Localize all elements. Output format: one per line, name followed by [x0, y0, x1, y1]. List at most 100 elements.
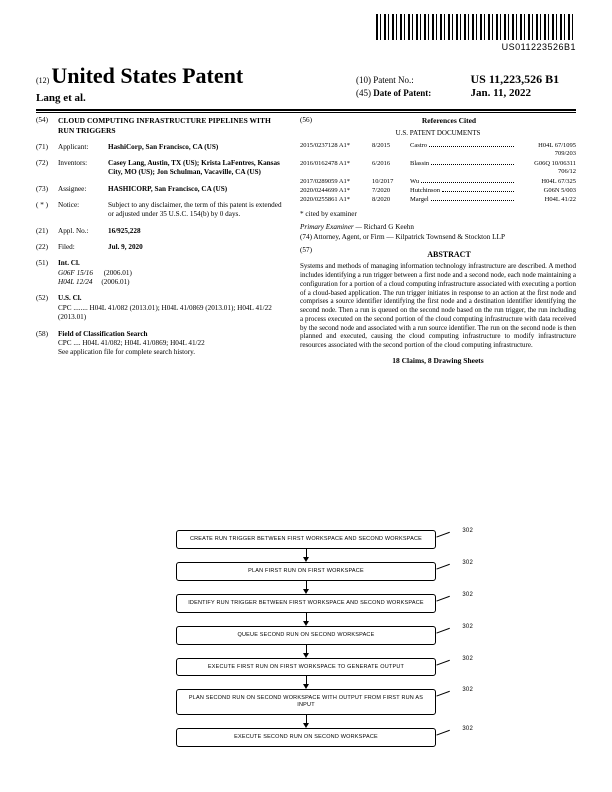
- ref-row: 2016/0162478 A1*6/2016BlassinG06Q 10/063…: [300, 160, 576, 177]
- flow-ref-num: 302: [462, 560, 473, 568]
- arrow-down-icon: [303, 653, 309, 658]
- date-label: Date of Patent:: [373, 88, 468, 99]
- flow-ref-num: 302: [462, 528, 473, 536]
- right-column: (56) References Cited U.S. PATENT DOCUME…: [300, 116, 576, 366]
- rule-thin: [36, 112, 576, 113]
- rule-thick: [36, 109, 576, 111]
- f21-num: (21): [36, 227, 58, 236]
- ref-date: 8/2015: [372, 142, 410, 159]
- fnotice-num: ( * ): [36, 201, 58, 220]
- flow-step: PLAN SECOND RUN ON SECOND WORKSPACE WITH…: [176, 689, 436, 715]
- flow-step: CREATE RUN TRIGGER BETWEEN FIRST WORKSPA…: [176, 530, 436, 549]
- notice-text: Subject to any disclaimer, the term of t…: [108, 201, 282, 220]
- ref-class: H04L 67/325: [516, 178, 576, 186]
- f72-num: (72): [36, 159, 58, 178]
- flow-connector: [306, 613, 307, 621]
- fnotice-label: Notice:: [58, 201, 108, 220]
- biblio-columns: (54) CLOUD COMPUTING INFRASTRUCTURE PIPE…: [36, 116, 576, 366]
- ref-class: H04L 67/1095 709/203: [516, 142, 576, 159]
- refs-head: References Cited: [322, 116, 576, 126]
- refs-list: 2015/0237128 A1*8/2015CastroH04L 67/1095…: [300, 142, 576, 205]
- intcl-a: G06F 15/16: [58, 269, 93, 277]
- flow-step: QUEUE SECOND RUN ON SECOND WORKSPACE302: [176, 626, 436, 645]
- intcl-b: H04L 12/24: [58, 278, 92, 286]
- f58-label: Field of Classification Search: [58, 330, 148, 338]
- f73-num: (73): [36, 185, 58, 194]
- flow-ref-num: 302: [462, 592, 473, 600]
- left-column: (54) CLOUD COMPUTING INFRASTRUCTURE PIPE…: [36, 116, 282, 366]
- patent-header: (12) United States Patent Lang et al. (1…: [36, 62, 576, 113]
- flow-ref-num: 302: [462, 726, 473, 734]
- ref-name: Hutchinson: [410, 187, 516, 195]
- us-docs-head: U.S. PATENT DOCUMENTS: [300, 129, 576, 138]
- flow-tick: [436, 730, 451, 740]
- f73-label: Assignee:: [58, 185, 108, 194]
- flow-step: EXECUTE FIRST RUN ON FIRST WORKSPACE TO …: [176, 658, 436, 677]
- flow-connector: [306, 581, 307, 589]
- ref-row: 2015/0237128 A1*8/2015CastroH04L 67/1095…: [300, 142, 576, 159]
- f52-label: U.S. Cl.: [58, 294, 82, 302]
- patent-no-code: (10): [356, 75, 371, 85]
- f56-num: (56): [300, 116, 322, 129]
- ref-row: 2017/0289059 A1*10/2017WuH04L 67/325: [300, 178, 576, 186]
- flow-connector: [306, 549, 307, 557]
- invention-title: CLOUD COMPUTING INFRASTRUCTURE PIPELINES…: [58, 116, 282, 136]
- flow-tick: [436, 596, 451, 606]
- main-title: United States Patent: [51, 63, 243, 88]
- flow-connector: [306, 715, 307, 723]
- flow-tick: [436, 532, 451, 542]
- f54-num: (54): [36, 116, 58, 136]
- f72-label: Inventors:: [58, 159, 108, 178]
- flow-ref-num: 302: [462, 656, 473, 664]
- attorney-label: (74) Attorney, Agent, or Firm —: [300, 233, 394, 241]
- ref-row: 2020/0244699 A1*7/2020HutchinsonG06N 5/0…: [300, 187, 576, 195]
- f71-num: (71): [36, 143, 58, 152]
- intcl-b-yr: (2006.01): [101, 278, 129, 286]
- flow-tick: [436, 691, 451, 701]
- f58-val: CPC .... H04L 41/082; H04L 41/0869; H04L…: [58, 339, 205, 347]
- ref-class: H04L 41/22: [516, 196, 576, 204]
- ref-date: 10/2017: [372, 178, 410, 186]
- ref-name: Castro: [410, 142, 516, 159]
- inventors-full: Casey Lang, Austin, TX (US); Krista LaFe…: [108, 159, 282, 178]
- arrow-down-icon: [303, 621, 309, 626]
- filed-date: Jul. 9, 2020: [108, 243, 282, 252]
- ref-pub: 2017/0289059 A1*: [300, 178, 372, 186]
- f71-label: Applicant:: [58, 143, 108, 152]
- ref-class: G06N 5/003: [516, 187, 576, 195]
- date-value: Jan. 11, 2022: [471, 87, 532, 99]
- f22-num: (22): [36, 243, 58, 252]
- date-code: (45): [356, 88, 371, 98]
- f58-num: (58): [36, 330, 58, 358]
- flow-ref-num: 302: [462, 624, 473, 632]
- barcode-region: US011223526B1: [376, 14, 576, 53]
- ref-pub: 2020/0244699 A1*: [300, 187, 372, 195]
- flow-ref-num: 302: [462, 687, 473, 695]
- ref-name: Wu: [410, 178, 516, 186]
- ref-date: 7/2020: [372, 187, 410, 195]
- flowchart: CREATE RUN TRIGGER BETWEEN FIRST WORKSPA…: [130, 530, 482, 747]
- ref-pub: 2016/0162478 A1*: [300, 160, 372, 177]
- inventors-line: Lang et al.: [36, 92, 356, 106]
- assignee: HASHICORP, San Francisco, CA (US): [108, 185, 282, 194]
- f21-label: Appl. No.:: [58, 227, 108, 236]
- abstract-head: ABSTRACT: [322, 250, 576, 260]
- attorney-name: Kilpatrick Townsend & Stockton LLP: [395, 233, 505, 241]
- intcl-a-yr: (2006.01): [104, 269, 132, 277]
- flow-tick: [436, 564, 451, 574]
- barcode-graphic: [376, 14, 576, 40]
- uscl-val: CPC ........ H04L 41/082 (2013.01); H04L…: [58, 304, 272, 321]
- ref-date: 8/2020: [372, 196, 410, 204]
- flow-step: PLAN FIRST RUN ON FIRST WORKSPACE302: [176, 562, 436, 581]
- patent-no-label: Patent No.:: [373, 75, 468, 86]
- ref-pub: 2015/0237128 A1*: [300, 142, 372, 159]
- doc-code: (12): [36, 76, 49, 85]
- ref-row: 2020/0255861 A1*8/2020MargelH04L 41/22: [300, 196, 576, 204]
- flow-tick: [436, 627, 451, 637]
- flow-connector: [306, 645, 307, 653]
- abstract-text: Systems and methods of managing informat…: [300, 262, 576, 350]
- f51-num: (51): [36, 259, 58, 287]
- cited-note: * cited by examiner: [300, 210, 576, 219]
- appl-no: 16/925,228: [108, 227, 282, 236]
- f58-note: See application file for complete search…: [58, 348, 195, 356]
